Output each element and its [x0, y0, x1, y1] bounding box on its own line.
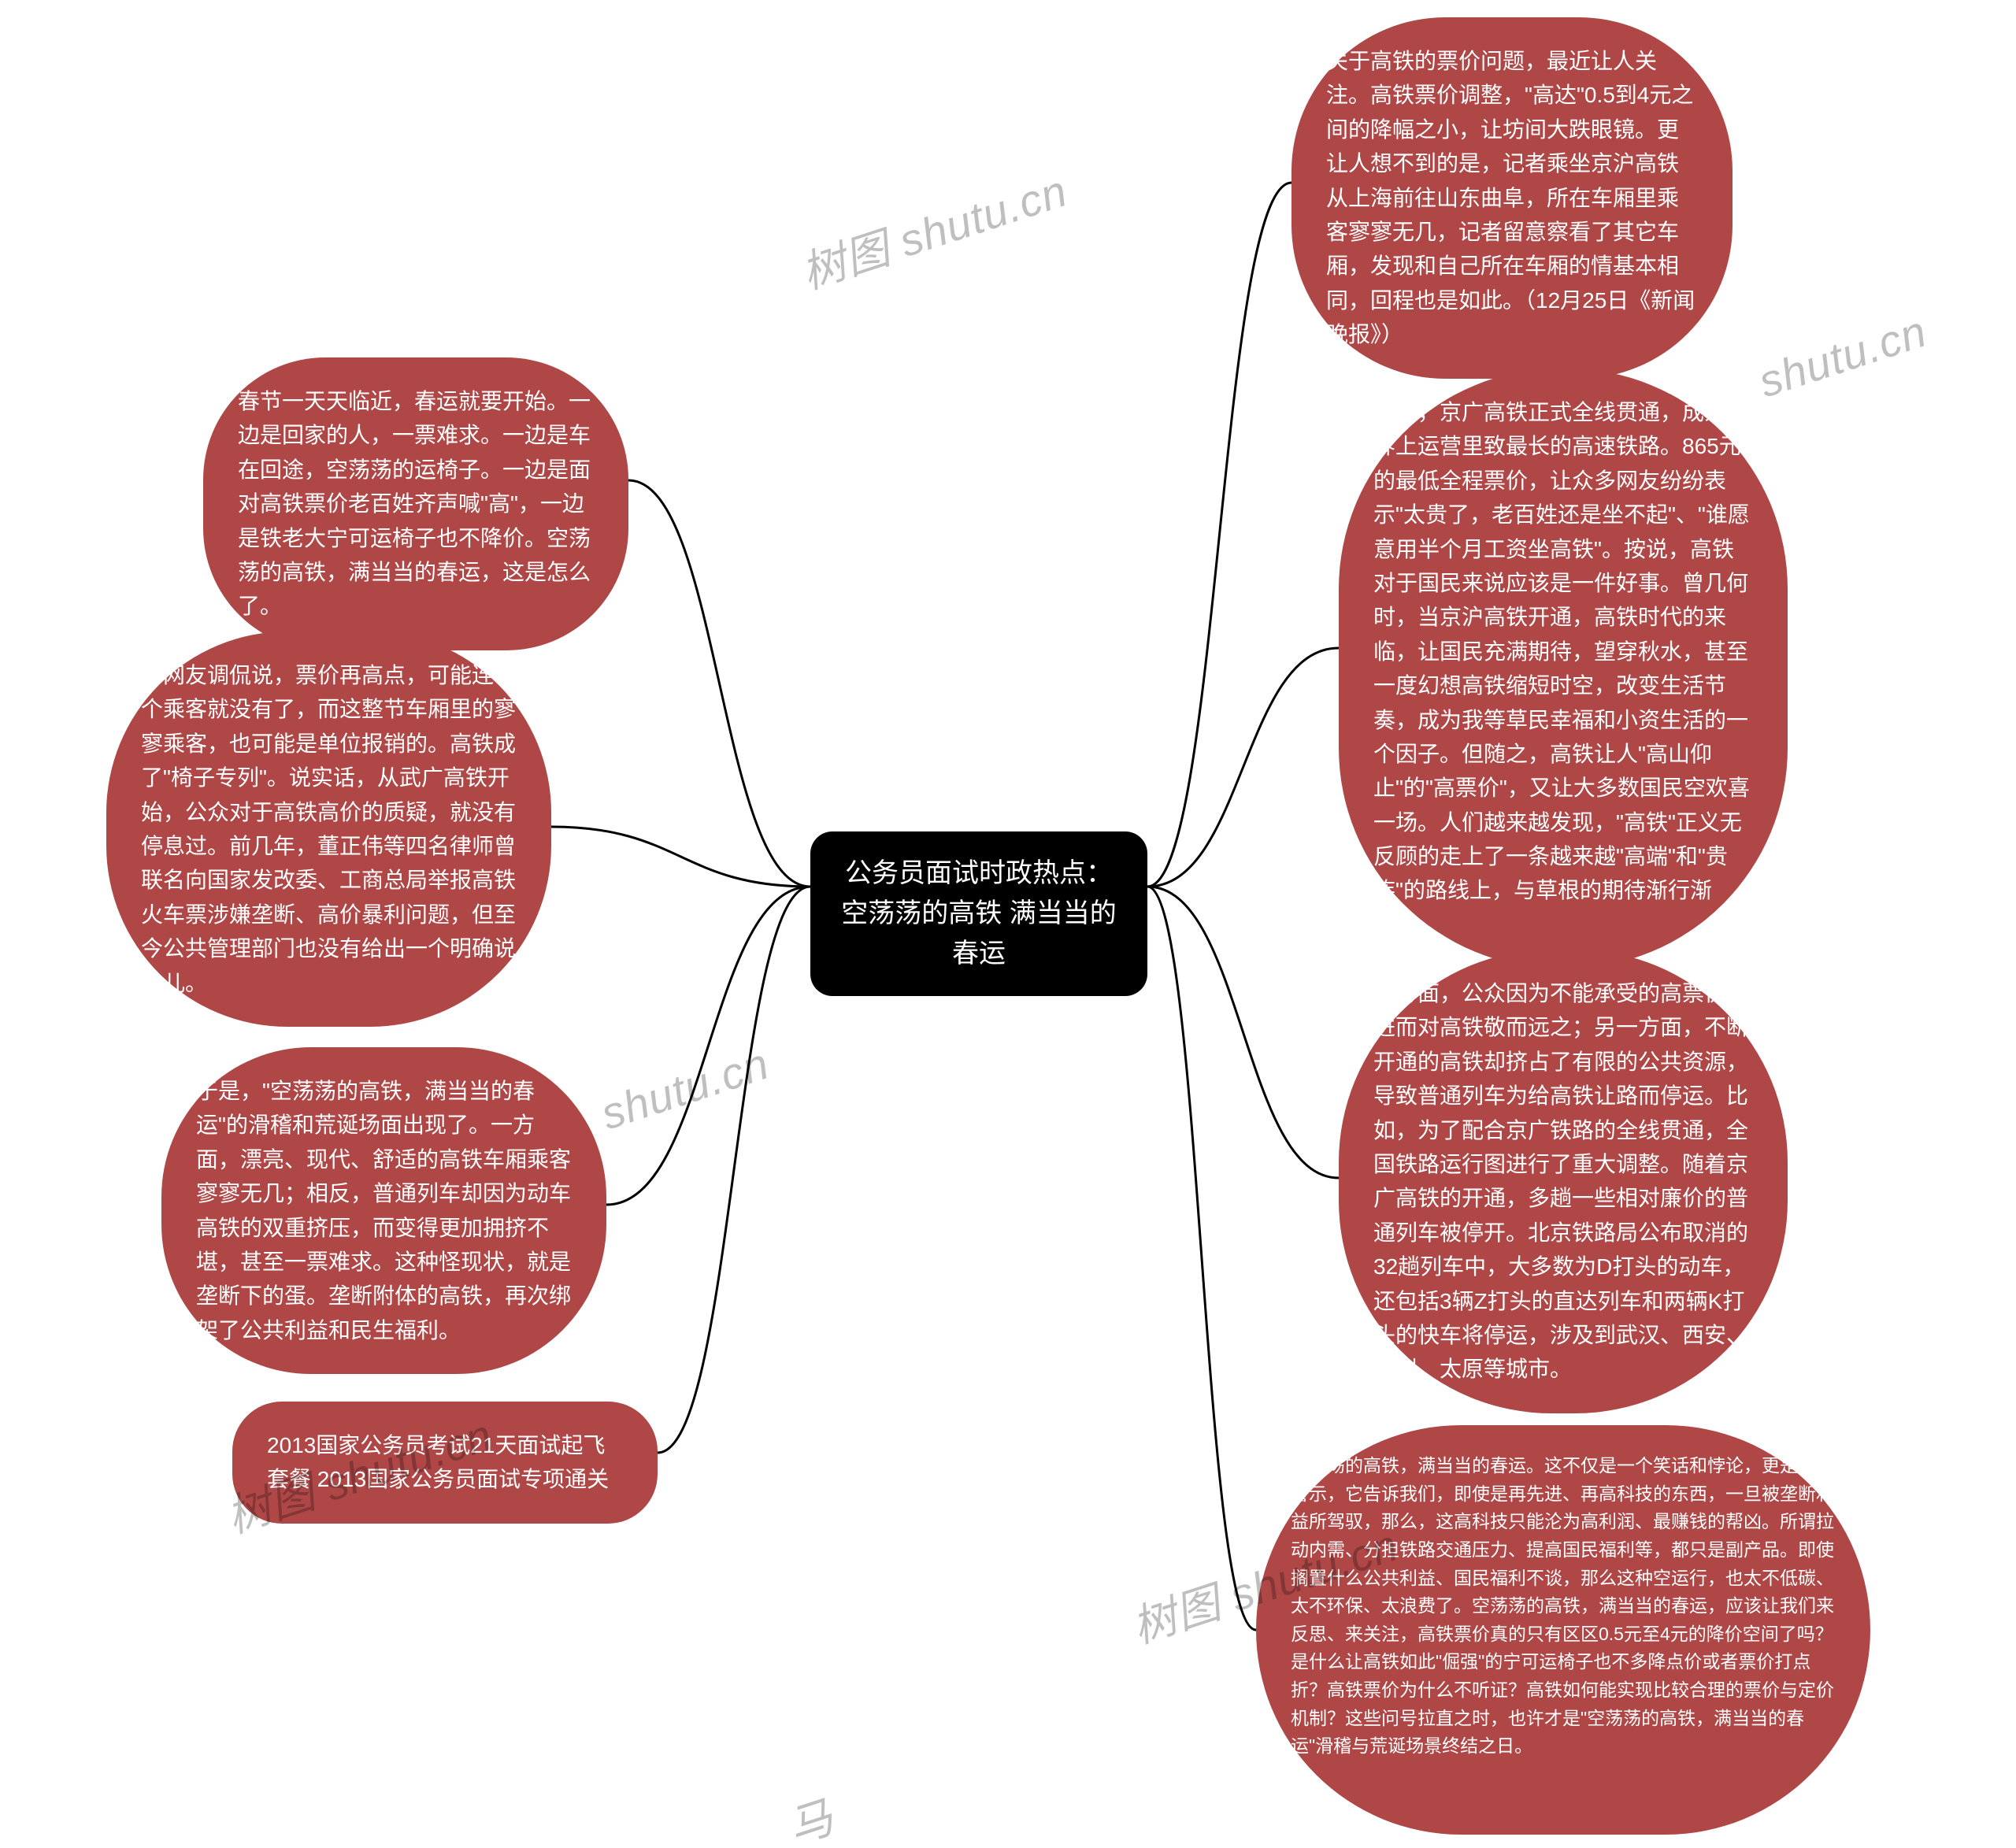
connector-l1: [628, 480, 810, 887]
right-node-r3[interactable]: 一方面，公众因为不能承受的高票价，进而对高铁敬而远之；另一方面，不断开通的高铁却…: [1339, 950, 1788, 1413]
watermark-5: 马: [779, 1782, 841, 1848]
watermark-2: shutu.cn: [595, 1038, 775, 1140]
connector-r4: [1147, 887, 1256, 1630]
left-node-l1[interactable]: 春节一天天临近，春运就要开始。一边是回家的人，一票难求。一边是车在回途，空荡荡的…: [203, 357, 628, 650]
left-node-l4[interactable]: 2013国家公务员考试21天面试起飞套餐 2013国家公务员面试专项通关: [232, 1402, 658, 1524]
watermark-0: 树图 shutu.cn: [792, 156, 1074, 302]
connector-r1: [1147, 183, 1292, 887]
connector-l2: [551, 827, 810, 887]
center-node[interactable]: 公务员面试时政热点：空荡荡的高铁 满当当的春运: [810, 831, 1147, 996]
watermark-1: shutu.cn: [1752, 306, 1933, 408]
left-node-l3[interactable]: 于是，"空荡荡的高铁，满当当的春运"的滑稽和荒诞场面出现了。一方面，漂亮、现代、…: [161, 1047, 606, 1374]
connector-l4: [658, 887, 810, 1453]
right-node-r2[interactable]: 今天，京广高铁正式全线贯通，成为世界上运营里致最长的高速铁路。865元的最低全程…: [1339, 368, 1788, 968]
right-node-r4[interactable]: 空荡荡的高铁，满当当的春运。这不仅是一个笑话和悖论，更是一个警示，它告诉我们，即…: [1256, 1425, 1870, 1835]
connector-r2: [1147, 648, 1339, 887]
connector-r3: [1147, 887, 1339, 1178]
left-node-l2[interactable]: 有网友调侃说，票价再高点，可能连一个乘客就没有了，而这整节车厢里的寥寥乘客，也可…: [106, 631, 551, 1027]
connector-l3: [606, 887, 810, 1205]
right-node-r1[interactable]: 关于高铁的票价问题，最近让人关注。高铁票价调整，"高达"0.5到4元之间的降幅之…: [1292, 17, 1732, 379]
